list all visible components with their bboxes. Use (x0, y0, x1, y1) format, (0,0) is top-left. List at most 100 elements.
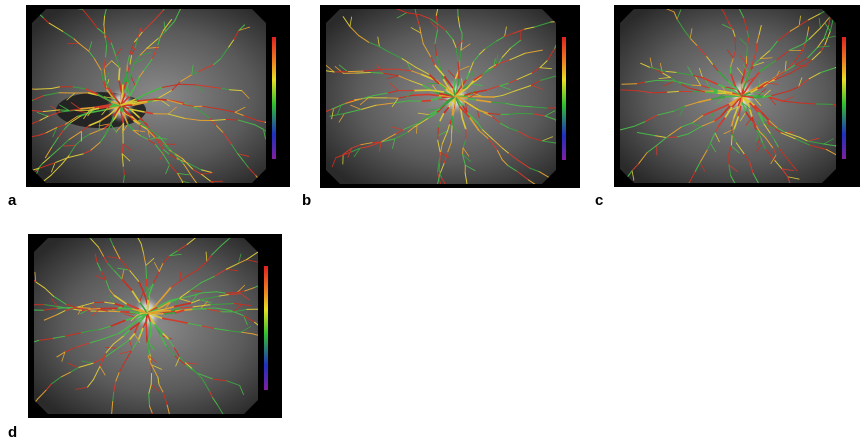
vessel (60, 110, 69, 111)
vessel (211, 304, 227, 305)
vessel (66, 217, 72, 223)
vessel (705, 92, 717, 93)
vessel (595, 137, 606, 141)
vessel-branch (586, 135, 592, 144)
vessel (296, 349, 309, 359)
vessel (735, 36, 736, 49)
vessel-branch (167, 0, 170, 1)
vessel (170, 0, 174, 1)
vessel (151, 434, 152, 441)
vessel (178, 434, 186, 442)
vessel-branch (151, 434, 158, 442)
vessel (458, 78, 459, 85)
vessel (206, 216, 218, 226)
vessel (10, 172, 25, 174)
fundus (0, 0, 290, 229)
vessel-branch (3, 183, 15, 184)
vessel (563, 200, 574, 209)
vessel (586, 133, 595, 137)
vessel-branch (248, 226, 260, 228)
vessel (240, 195, 257, 196)
vessel-branch (0, 311, 3, 320)
vessel (11, 260, 20, 268)
vessel (657, 80, 675, 81)
vessel (293, 118, 306, 124)
vessel (210, 202, 216, 209)
panel-label: d (8, 424, 17, 441)
vessel (125, 213, 130, 226)
vessel (57, 200, 61, 210)
vessel-branch (7, 138, 15, 146)
panel-label: b (302, 192, 311, 209)
colorbar (264, 266, 268, 390)
vessel (235, 429, 243, 440)
vessel (796, 216, 798, 229)
vessel-branch (20, 172, 25, 181)
retina-image (270, 0, 617, 230)
vessel (108, 311, 120, 312)
panel-label: c (595, 192, 603, 209)
vessel-branch (295, 114, 306, 118)
vessel (651, 92, 666, 93)
vessel (15, 178, 26, 185)
vessel (859, 156, 864, 164)
vessel (146, 324, 147, 336)
vessel-branch (217, 208, 229, 209)
vessel (20, 267, 29, 275)
vessel-branch (455, 212, 466, 217)
vessel (764, 194, 772, 205)
vessel (796, 206, 798, 216)
vessel (71, 223, 81, 231)
vessel (226, 293, 237, 294)
vessel (174, 427, 178, 434)
vessel (224, 190, 240, 195)
vessel (15, 307, 29, 310)
vessel (155, 99, 167, 100)
vessel (742, 195, 752, 203)
vessel (731, 136, 732, 146)
vessel (87, 202, 91, 208)
vessel (691, 85, 700, 86)
vessel (622, 84, 637, 85)
vessel-branch (97, 423, 108, 427)
vessel-branch (11, 103, 23, 105)
vessel (119, 205, 125, 213)
vessel-branch (186, 192, 196, 197)
retina-image (0, 154, 309, 442)
vessel (707, 0, 715, 1)
vessel (146, 265, 147, 278)
vessel (225, 418, 235, 430)
vessel (592, 132, 606, 135)
vessel-branch (20, 257, 21, 267)
vessel (226, 304, 234, 305)
vessel (0, 192, 4, 199)
vessel (772, 206, 778, 219)
vessel (422, 101, 431, 102)
vessel (415, 203, 424, 211)
vessel-branch (18, 298, 27, 305)
vessel (442, 189, 448, 201)
vessel-branch (586, 105, 594, 112)
vessel (439, 0, 444, 4)
vessel (179, 84, 196, 85)
vessel (151, 421, 154, 434)
vessel (0, 110, 8, 114)
vessel (203, 191, 210, 202)
vessel (586, 105, 598, 106)
vessel (61, 210, 66, 217)
vessel (111, 195, 119, 205)
vessel (237, 226, 248, 232)
vessel (14, 344, 26, 345)
vessel (452, 203, 455, 212)
vessel (0, 131, 13, 136)
colorbar (562, 37, 566, 160)
vessel (449, 190, 452, 203)
vessel (464, 224, 468, 230)
colorbar (272, 37, 276, 159)
vessel (0, 81, 5, 86)
vessel-branch (24, 416, 27, 426)
vessel-branch (586, 131, 598, 133)
colorbar (842, 37, 846, 159)
vessel (228, 203, 241, 209)
vessel (455, 212, 463, 224)
